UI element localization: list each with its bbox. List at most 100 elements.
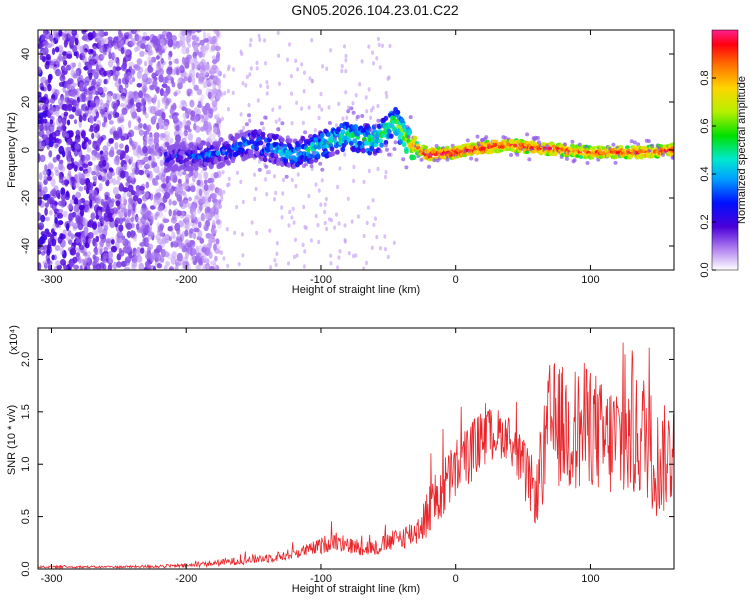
- spectrogram-noise-cell: [199, 237, 205, 244]
- spectrogram-noise-cell: [145, 77, 153, 85]
- spectrogram-noise-cell: [143, 95, 148, 102]
- spectrogram-faint-cell: [281, 191, 285, 196]
- spectrogram-noise-cell: [63, 39, 68, 48]
- spectrogram-faint-cell: [262, 126, 266, 131]
- spectrogram-noise-cell: [38, 112, 45, 118]
- spectrogram-noise-cell: [203, 171, 209, 180]
- spectrogram-faint-cell: [360, 59, 364, 64]
- snr-y-ticks: 0.0 0.5 1.0 1.5 2.0: [20, 352, 674, 577]
- spectrogram-noise-cell: [58, 30, 63, 37]
- spectrogram-noise-cell: [119, 196, 126, 202]
- spectrogram-noise-cell: [78, 114, 83, 123]
- spectrogram-noise-cell: [213, 30, 219, 35]
- spectrogram-ridge-cell: [618, 145, 624, 149]
- spectrogram-ridge-cell: [404, 148, 409, 154]
- spectrogram-noise-cell: [137, 117, 142, 124]
- spectrogram-noise-cell: [93, 195, 97, 202]
- spectrogram-noise-cell: [40, 251, 46, 256]
- spectrogram-noise-cell: [173, 43, 177, 50]
- spectrogram-faint-cell: [334, 123, 338, 128]
- spectrogram-noise-cell: [94, 241, 98, 248]
- spectrogram-noise-cell: [118, 247, 123, 254]
- spectrogram-noise-cell: [161, 111, 166, 121]
- spectrogram-noise-cell: [58, 177, 64, 184]
- spectrogram-halo-cell: [368, 128, 373, 133]
- spectrogram-noise-cell: [76, 216, 82, 226]
- spectrogram-noise-cell: [99, 45, 105, 54]
- spectrogram-noise-cell: [116, 126, 123, 135]
- spectrogram-faint-cell: [226, 263, 230, 269]
- spectrogram-noise-cell: [208, 108, 214, 115]
- spectrogram-ridge-cell: [300, 135, 306, 141]
- x-tick-label: -300: [40, 274, 62, 286]
- spectrogram-noise-cell: [122, 187, 129, 193]
- spectrogram-halo-cell: [565, 156, 569, 161]
- spectrogram-noise-cell: [120, 103, 125, 108]
- spectrogram-noise-cell: [84, 106, 90, 111]
- spectrogram-noise-cell: [204, 69, 209, 76]
- spectrogram-noise-cell: [150, 56, 157, 63]
- spectrogram-halo-cell: [404, 165, 409, 170]
- spectrogram-noise-cell: [207, 196, 212, 203]
- spectrogram-noise-cell: [124, 35, 129, 40]
- spectrogram-ridge-cell: [386, 128, 392, 134]
- spectrogram-noise-cell: [47, 163, 54, 169]
- spectrogram-y-label: Frequency (Hz): [6, 112, 18, 188]
- spectrogram-faint-cell: [278, 81, 281, 87]
- spectrogram-noise-cell: [116, 149, 123, 156]
- spectrogram-faint-cell: [367, 44, 371, 49]
- spectrogram-halo-cell: [392, 147, 397, 151]
- spectrogram-noise-cell: [140, 42, 145, 48]
- spectrogram-noise-cell: [184, 56, 190, 65]
- spectrogram-noise-cell: [211, 91, 217, 98]
- spectrogram-noise-cell: [144, 60, 148, 67]
- spectrogram-noise-cell: [142, 145, 148, 154]
- spectrogram-noise-cell: [209, 182, 215, 191]
- spectrogram-noise-cell: [56, 154, 60, 162]
- spectrogram-faint-cell: [239, 112, 243, 117]
- spectrogram-noise-cell: [52, 231, 57, 236]
- spectrogram-noise-cell: [38, 244, 45, 251]
- spectrogram-noise-cell: [193, 197, 200, 204]
- spectrogram-noise-cell: [188, 196, 192, 202]
- spectrogram-noise-cell: [134, 46, 138, 53]
- spectrogram-faint-cell: [323, 220, 327, 226]
- spectrogram-faint-cell: [255, 60, 259, 66]
- spectrogram-noise-cell: [186, 120, 192, 126]
- spectrogram-faint-cell: [273, 174, 276, 179]
- spectrogram-noise-cell: [212, 59, 218, 65]
- spectrogram-noise-cell: [133, 94, 137, 102]
- spectrogram-noise-cell: [130, 165, 136, 172]
- spectrogram-noise-cell: [211, 55, 216, 61]
- spectrogram-faint-cell: [323, 209, 327, 215]
- spectrogram-halo-cell: [611, 142, 616, 147]
- spectrogram-noise-cell: [141, 232, 146, 238]
- spectrogram-faint-cell: [346, 196, 350, 201]
- spectrogram-noise-cell: [156, 109, 161, 116]
- spectrogram-noise-cell: [95, 214, 100, 220]
- spectrogram-noise-cell: [120, 235, 126, 245]
- spectrogram-noise-cell: [181, 56, 186, 65]
- spectrogram-noise-cell: [54, 46, 60, 53]
- spectrogram-faint-cell: [226, 89, 230, 94]
- spectrogram-noise-cell: [103, 116, 108, 124]
- colorbar-gradient: [711, 29, 739, 271]
- spectrogram-noise-cell: [142, 156, 148, 163]
- spectrogram-faint-cell: [276, 30, 280, 36]
- x-tick-label: -200: [175, 573, 197, 585]
- spectrogram-ridge-cell: [383, 139, 389, 146]
- spectrogram-halo-cell: [661, 152, 665, 157]
- spectrogram-noise-cell: [38, 222, 45, 230]
- spectrogram-noise-cell: [181, 46, 188, 55]
- spectrogram-noise-cell: [44, 164, 48, 172]
- spectrogram-noise-cell: [180, 99, 187, 105]
- spectrogram-ridge-cell: [401, 141, 407, 148]
- spectrogram-noise-cell: [70, 233, 75, 240]
- spectrogram-noise-cell: [91, 102, 97, 108]
- spectrogram-ridge-cell: [201, 140, 207, 146]
- spectrogram-noise-cell: [186, 88, 193, 95]
- spectrogram-noise-cell: [178, 240, 183, 249]
- spectrogram-noise-cell: [95, 171, 101, 177]
- spectrogram-noise-cell: [69, 199, 75, 205]
- spectrogram-noise-cell: [142, 123, 147, 130]
